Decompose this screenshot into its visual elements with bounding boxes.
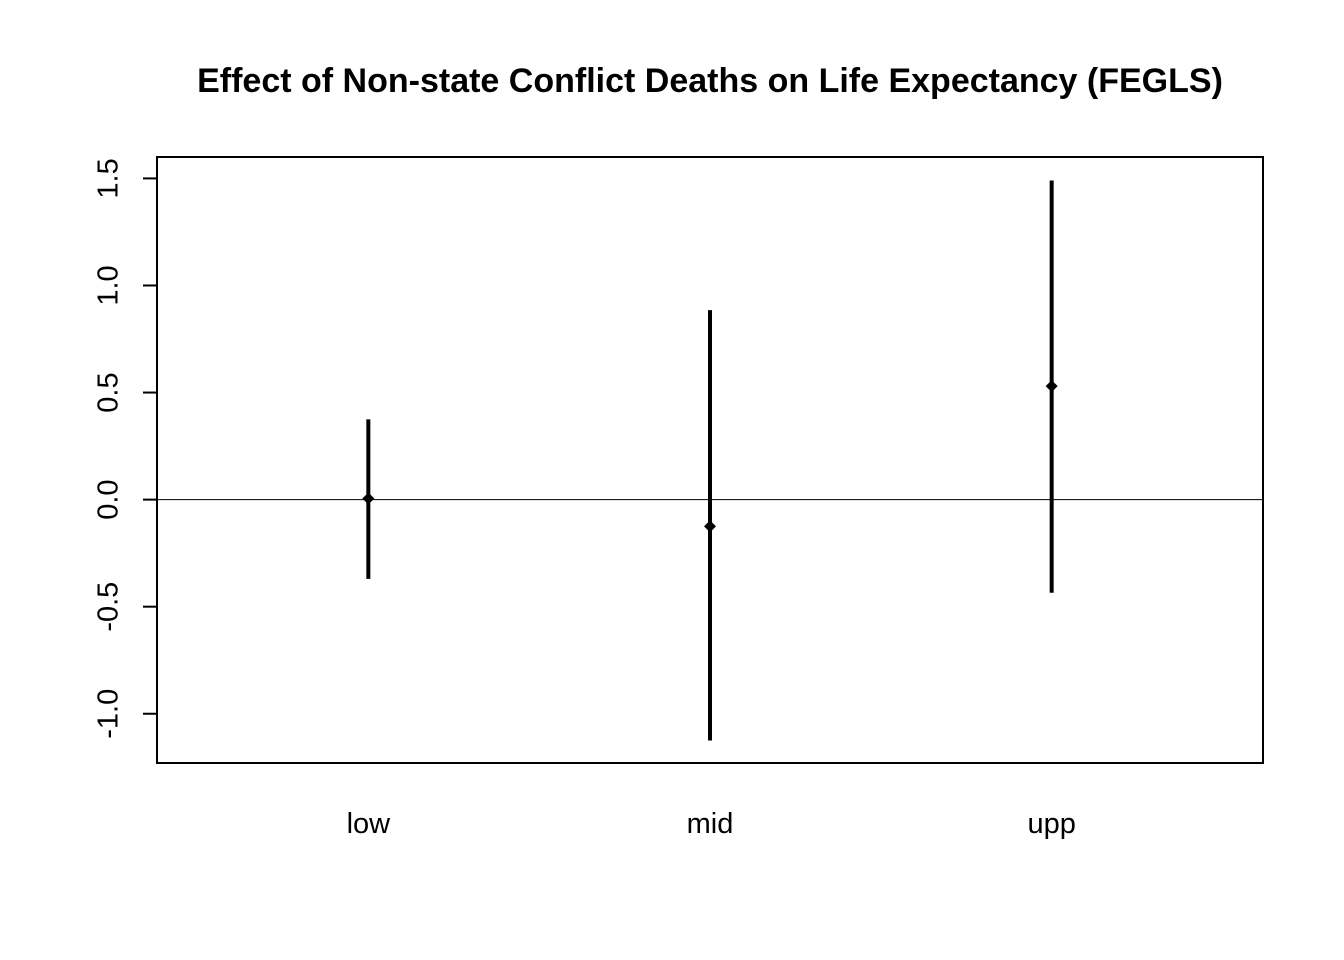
y-tick-label: 0.0 xyxy=(93,479,125,519)
estimate-point-low xyxy=(362,492,375,505)
y-tick-label: -0.5 xyxy=(93,582,125,632)
x-tick-label: upp xyxy=(1027,808,1075,840)
y-tick-label: 1.0 xyxy=(93,265,125,305)
estimate-point-upp xyxy=(1045,380,1058,393)
y-tick-label: 0.5 xyxy=(93,372,125,412)
y-tick-label: -1.0 xyxy=(93,689,125,739)
chart-title: Effect of Non-state Conflict Deaths on L… xyxy=(197,62,1223,100)
marks-layer xyxy=(362,180,1058,741)
x-tick-label: mid xyxy=(687,808,734,840)
x-axis: low mid upp xyxy=(347,808,1076,840)
x-tick-label: low xyxy=(347,808,392,840)
y-axis: -1.0 -0.5 0.0 0.5 1.0 1.5 xyxy=(93,158,158,739)
y-tick-label: 1.5 xyxy=(93,158,125,198)
estimate-point-mid xyxy=(704,520,716,533)
